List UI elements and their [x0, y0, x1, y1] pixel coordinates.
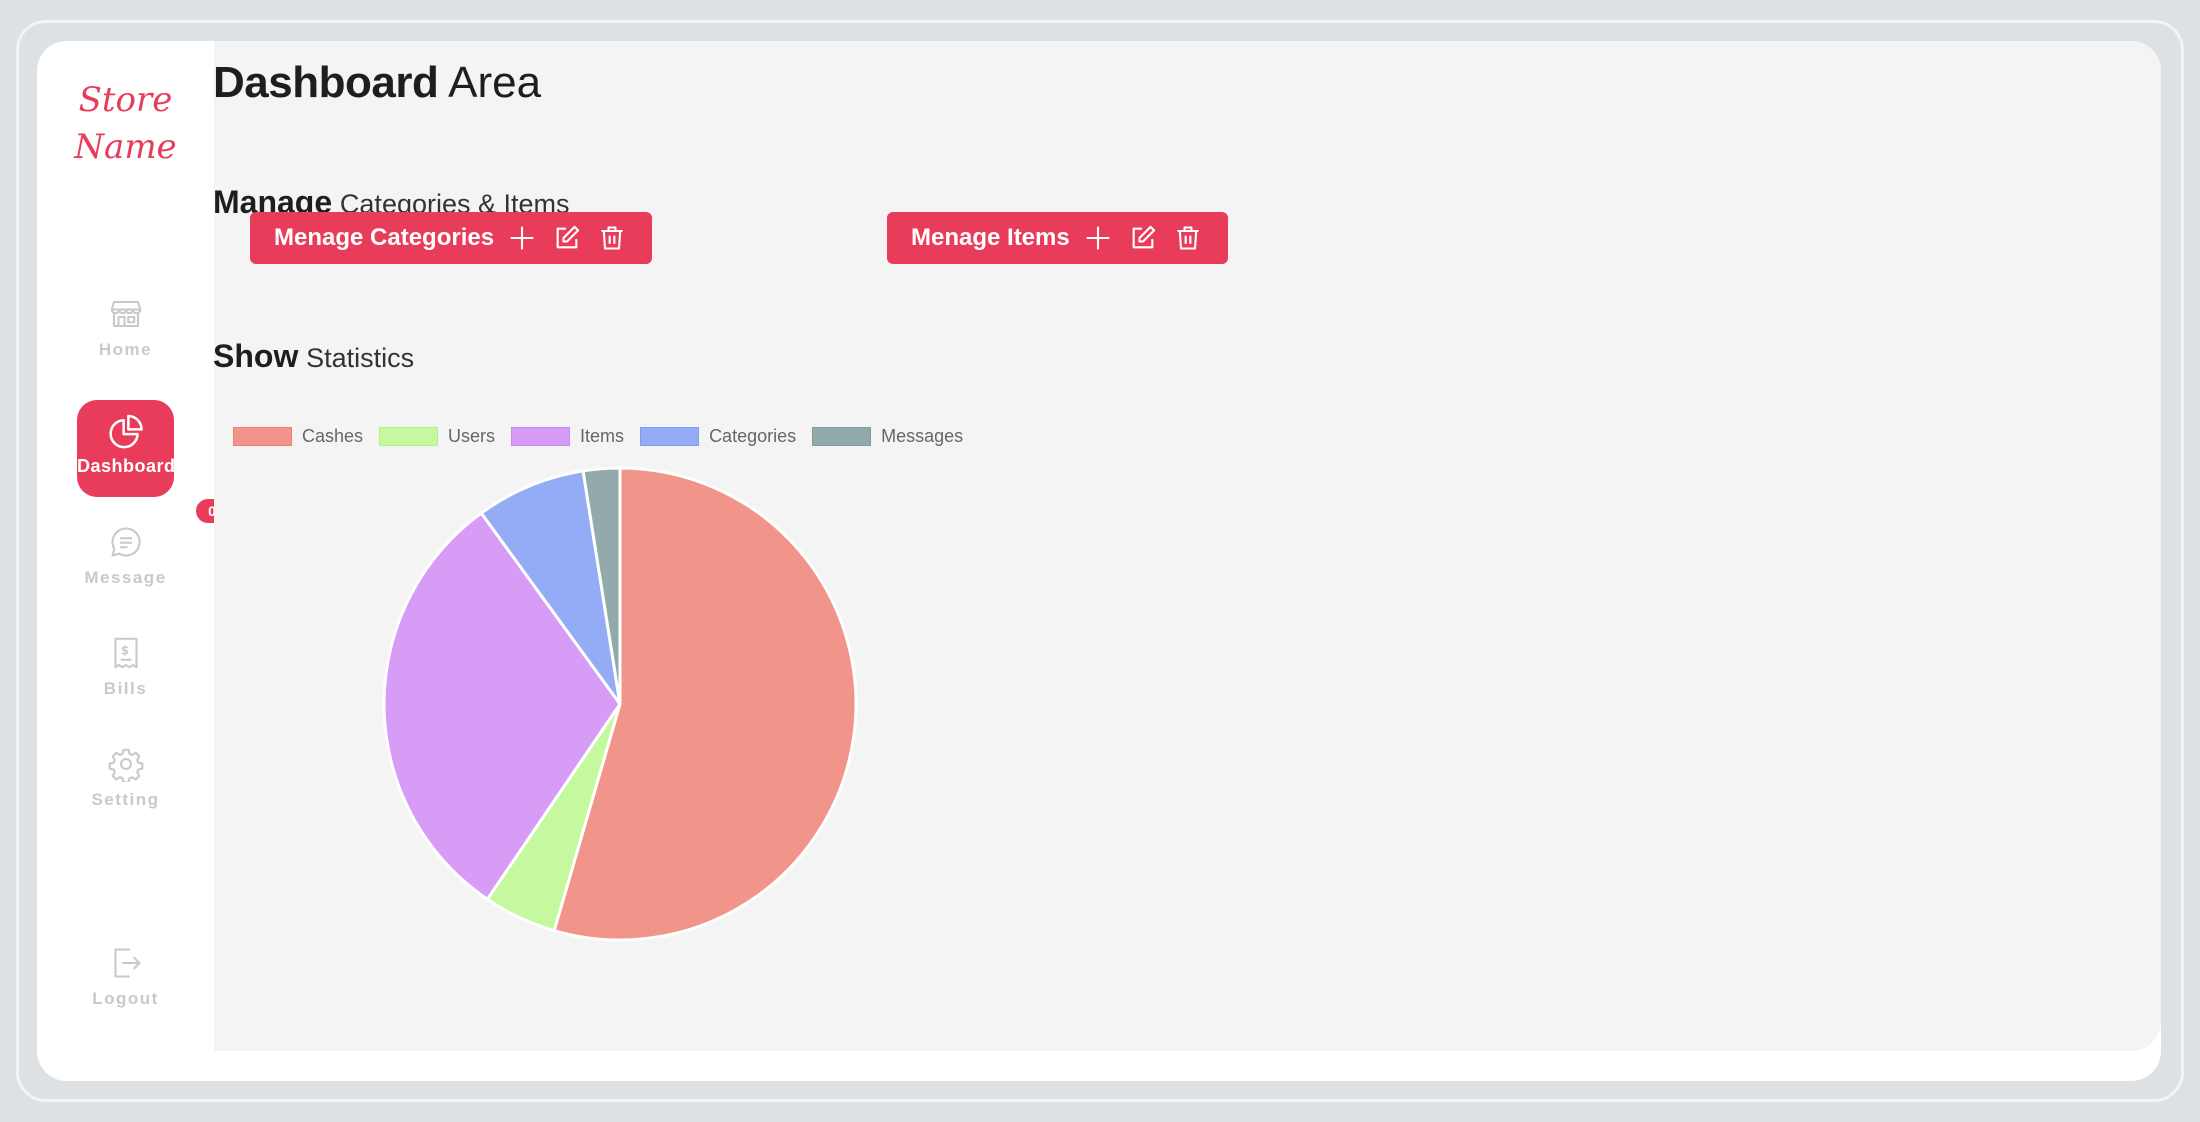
- legend-item-categories[interactable]: Categories: [640, 426, 796, 447]
- legend-label: Categories: [709, 425, 797, 446]
- sidebar-item-message[interactable]: Message: [77, 524, 174, 588]
- trash-icon[interactable]: [598, 224, 626, 252]
- outer-frame: [16, 20, 2184, 1102]
- legend-item-messages[interactable]: Messages: [812, 426, 963, 447]
- svg-text:$: $: [120, 644, 131, 658]
- sidebar-item-bills[interactable]: $ Bills: [77, 635, 174, 699]
- legend-swatch: [640, 426, 700, 446]
- sidebar-item-label: Logout: [92, 989, 159, 1008]
- manage-items-button[interactable]: Menage Items: [887, 212, 1228, 264]
- pie-slice-items[interactable]: [382, 510, 622, 902]
- edit-icon[interactable]: [553, 224, 581, 252]
- sidebar: Store Name Home Dashboard 0 Message $: [37, 41, 228, 1081]
- legend-item-users[interactable]: Users: [379, 426, 495, 447]
- logo-line-1: Store: [78, 80, 173, 120]
- pie-slice-cashes[interactable]: [552, 466, 858, 942]
- receipt-icon: $: [113, 637, 138, 669]
- legend-swatch: [379, 426, 439, 446]
- plus-icon[interactable]: [508, 224, 536, 252]
- sidebar-item-dashboard[interactable]: Dashboard: [77, 400, 176, 497]
- pie-slice-categories[interactable]: [479, 469, 622, 705]
- plus-icon[interactable]: [1084, 224, 1112, 252]
- manage-items-label: Menage Items: [911, 224, 1070, 251]
- statistics-heading-light: Statistics: [306, 343, 415, 373]
- legend-item-items[interactable]: Items: [511, 426, 624, 447]
- sidebar-item-label: Bills: [103, 679, 148, 698]
- pie-slice-messages[interactable]: [581, 466, 622, 705]
- page-title-light: Area: [448, 58, 542, 107]
- manage-categories-button[interactable]: Menage Categories: [250, 212, 652, 264]
- sidebar-item-logout[interactable]: Logout: [77, 945, 174, 1009]
- statistics-heading-bold: Show: [213, 338, 299, 374]
- sidebar-item-label: Setting: [91, 790, 160, 809]
- sidebar-item-label: Dashboard: [77, 456, 176, 476]
- logout-icon: [113, 948, 141, 978]
- sidebar-item-label: Home: [98, 340, 153, 359]
- chat-icon: [110, 527, 141, 557]
- pie-chart: [382, 466, 858, 942]
- store-icon: [110, 300, 141, 328]
- legend-item-cashes[interactable]: Cashes: [233, 426, 363, 447]
- sidebar-item-label: Message: [84, 568, 167, 587]
- page-title: Dashboard Area: [213, 58, 541, 108]
- legend-swatch: [812, 426, 872, 446]
- gear-icon: [108, 748, 143, 782]
- pie-chart-icon: [108, 414, 143, 449]
- trash-icon[interactable]: [1174, 224, 1202, 252]
- legend-label: Items: [580, 425, 625, 446]
- page-title-bold: Dashboard: [213, 58, 439, 107]
- store-logo[interactable]: Store Name: [37, 77, 214, 171]
- legend-label: Cashes: [302, 425, 364, 446]
- logo-line-2: Name: [74, 127, 177, 167]
- manage-categories-label: Menage Categories: [274, 224, 495, 251]
- edit-icon[interactable]: [1129, 224, 1157, 252]
- legend-label: Messages: [881, 425, 964, 446]
- legend-swatch: [511, 426, 571, 446]
- chart-legend: Cashes Users Items Categories Messages: [233, 424, 979, 448]
- sidebar-item-setting[interactable]: Setting: [77, 746, 174, 810]
- sidebar-item-home[interactable]: Home: [77, 296, 174, 360]
- statistics-heading: Show Statistics: [213, 338, 414, 375]
- legend-swatch: [233, 426, 292, 446]
- legend-label: Users: [448, 425, 496, 446]
